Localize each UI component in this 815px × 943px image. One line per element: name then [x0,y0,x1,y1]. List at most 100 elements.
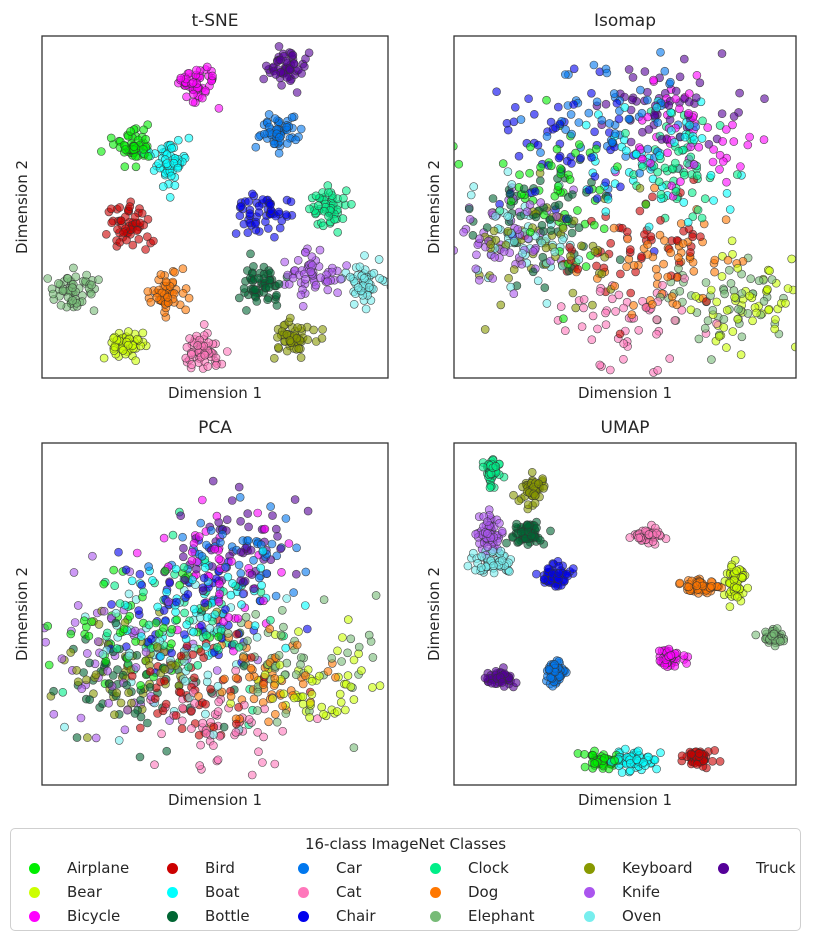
point-keyboard [116,698,126,708]
point-oven [463,561,473,571]
point-cat [187,350,196,359]
point-cat [223,347,232,356]
point-truck [276,544,285,554]
point-chair [587,89,596,98]
point-bear [743,583,753,593]
point-oven [114,736,124,745]
point-airplane [136,681,145,690]
point-bottle [567,190,577,199]
point-keyboard [166,660,176,670]
point-airplane [121,145,130,154]
point-bear [343,615,353,624]
point-bird [688,232,697,242]
point-elephant [56,300,66,310]
point-cat [231,666,240,675]
legend: 16-class ImageNet Classes Airplane Bear Bi… [10,828,801,931]
point-bear [279,689,289,699]
point-oven [476,563,486,572]
point-boat [228,579,237,588]
point-truck [277,81,286,90]
point-truck [290,495,300,504]
point-bottle [252,297,262,306]
point-cat [619,303,628,313]
point-truck [198,586,208,595]
point-knife [306,267,316,277]
point-boat [620,744,630,754]
point-cat [258,758,267,767]
point-bottle [502,538,511,548]
point-car [270,114,280,123]
point-bear [298,692,308,702]
point-bird [132,226,142,235]
point-bear [138,328,148,338]
point-airplane [590,759,599,768]
point-clock [671,187,681,196]
point-keyboard [72,665,81,675]
point-cat [195,761,204,770]
chart-title: PCA [198,418,232,438]
point-boat [226,590,236,600]
point-bicycle [233,614,243,623]
point-airplane [66,629,76,639]
point-dog [265,624,275,634]
point-dog [723,255,733,265]
point-cat [187,724,196,733]
point-dog [249,694,259,704]
legend-label: Boat [205,883,240,901]
point-bear [118,346,128,355]
point-bear [733,263,743,273]
point-bird [136,723,145,733]
point-boat [631,150,641,159]
point-airplane [589,220,599,230]
point-keyboard [514,496,524,506]
point-bottle [113,665,122,674]
point-airplane [542,95,551,105]
point-bottle [554,200,564,210]
point-car [266,502,275,511]
point-bicycle [676,177,685,186]
point-dog [676,219,686,228]
legend-label: Keyboard [622,859,693,877]
point-elephant [337,657,346,666]
point-boat [706,171,716,180]
point-elephant [364,630,374,640]
point-dog [707,581,716,591]
point-airplane [550,191,560,201]
legend-item-airplane: Airplane [29,859,129,877]
point-elephant [703,316,713,326]
legend-item-keyboard: Keyboard [584,859,693,877]
point-bird [122,235,131,245]
point-dog [323,667,333,676]
point-chair [165,578,174,588]
point-knife [536,198,546,207]
point-bear [714,331,724,341]
point-boat [632,755,642,764]
point-car [292,543,301,553]
point-oven [124,589,134,599]
point-dog [647,300,657,309]
point-bird [622,227,632,237]
point-cat [605,365,615,375]
point-dog [161,277,171,287]
point-bottle [272,290,281,300]
point-clock [700,194,710,203]
point-oven [201,709,210,719]
legend-marker-icon [29,886,40,898]
point-keyboard [91,670,101,680]
point-oven [558,235,567,244]
point-bear [226,699,235,708]
point-bird [692,760,702,769]
point-boat [153,602,162,612]
point-boat [683,218,693,227]
point-airplane [515,170,524,179]
point-chair [616,182,625,192]
point-knife [495,518,504,528]
point-elephant [58,286,68,296]
point-elephant [746,274,756,284]
point-bottle [527,531,536,541]
point-car [243,536,253,545]
point-elephant [82,270,91,280]
point-knife [513,225,523,234]
point-airplane [604,764,614,774]
point-bear [343,671,353,680]
